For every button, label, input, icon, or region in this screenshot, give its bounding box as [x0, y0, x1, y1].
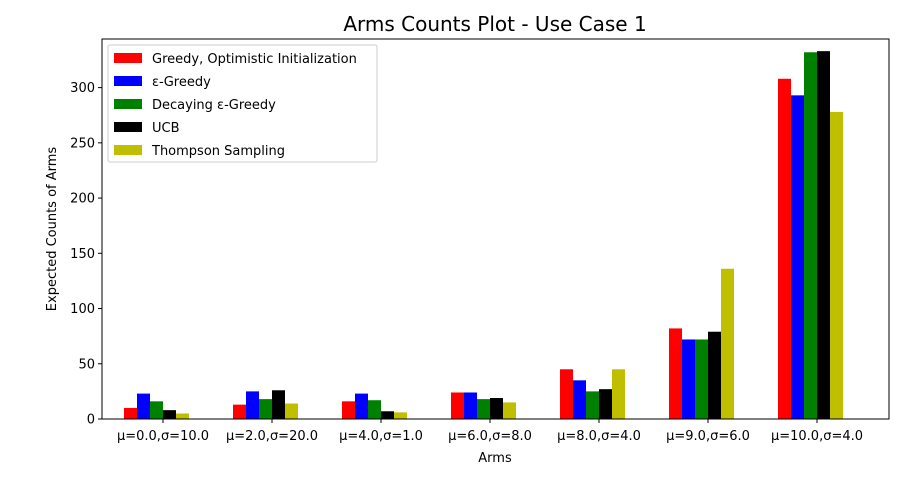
x-axis: μ=0.0,σ=10.0 μ=2.0,σ=20.0 μ=4.0,σ=1.0 μ=6.0…: [117, 419, 863, 444]
legend-frame: [107, 44, 378, 163]
y-axis-label: Expected Counts of Arms: [45, 147, 60, 312]
bar: [695, 339, 708, 419]
x-tick-label: μ=9.0,σ=6.0: [666, 429, 750, 444]
bar: [150, 401, 163, 419]
y-tick-label: 100: [70, 302, 95, 317]
legend-label: ε-Greedy: [152, 75, 211, 90]
legend-label: Greedy, Optimistic Initialization: [152, 52, 357, 67]
bar: [830, 111, 843, 419]
chart-title: Arms Counts Plot - Use Case 1: [343, 12, 646, 36]
plot-frame: [101, 38, 890, 420]
bar: [464, 392, 477, 419]
bar: [137, 393, 150, 419]
bar: [259, 399, 272, 419]
x-tick-label: μ=8.0,σ=4.0: [557, 429, 641, 444]
bar: [682, 339, 695, 419]
legend-swatch: [114, 122, 142, 132]
y-tick-label: 150: [70, 247, 95, 262]
x-tick-label: μ=4.0,σ=1.0: [339, 429, 423, 444]
legend-label: Decaying ε-Greedy: [152, 98, 276, 113]
bar: [163, 410, 176, 419]
bar: [342, 401, 355, 419]
bar: [599, 389, 612, 419]
bar: [285, 403, 298, 419]
y-tick-label: 300: [70, 81, 95, 96]
x-tick-label: μ=6.0,σ=8.0: [448, 429, 532, 444]
bar: [368, 400, 381, 419]
bar: [451, 392, 464, 419]
legend-label: UCB: [152, 121, 180, 136]
y-tick-label: 250: [70, 136, 95, 151]
bar: [817, 51, 830, 420]
bars-group: [124, 51, 843, 420]
bar: [355, 393, 368, 419]
bar: [272, 390, 285, 419]
bar: [791, 95, 804, 419]
bar: [381, 411, 394, 419]
x-tick-label: μ=10.0,σ=4.0: [771, 429, 863, 444]
bar: [176, 413, 189, 419]
bar: [490, 398, 503, 419]
y-axis: 0 50 100 150 200 250 300: [70, 81, 102, 428]
legend-swatch: [114, 99, 142, 109]
legend-label: Thompson Sampling: [151, 144, 285, 159]
bar: [477, 399, 490, 419]
bar: [573, 380, 586, 419]
bar: [246, 391, 259, 419]
x-axis-label: Arms: [478, 451, 512, 466]
y-tick-label: 50: [78, 357, 95, 372]
x-tick-label: μ=2.0,σ=20.0: [226, 429, 318, 444]
legend: Greedy, Optimistic Initialization ε-Greed…: [107, 44, 378, 163]
y-tick-label: 200: [70, 192, 95, 207]
bar: [586, 391, 599, 419]
bar: [721, 268, 734, 419]
bar: [708, 331, 721, 419]
legend-swatch: [114, 53, 142, 63]
bar: [233, 404, 246, 419]
bar: [560, 369, 573, 419]
legend-swatch: [114, 145, 142, 155]
x-tick-label: μ=0.0,σ=10.0: [117, 429, 209, 444]
bar: [778, 78, 791, 419]
bar: [669, 328, 682, 419]
bar: [804, 52, 817, 420]
legend-swatch: [114, 76, 142, 86]
bar: [394, 412, 407, 419]
bar: [503, 402, 516, 419]
y-tick-label: 0: [87, 413, 95, 428]
bar: [124, 407, 137, 419]
bar: [612, 369, 625, 419]
